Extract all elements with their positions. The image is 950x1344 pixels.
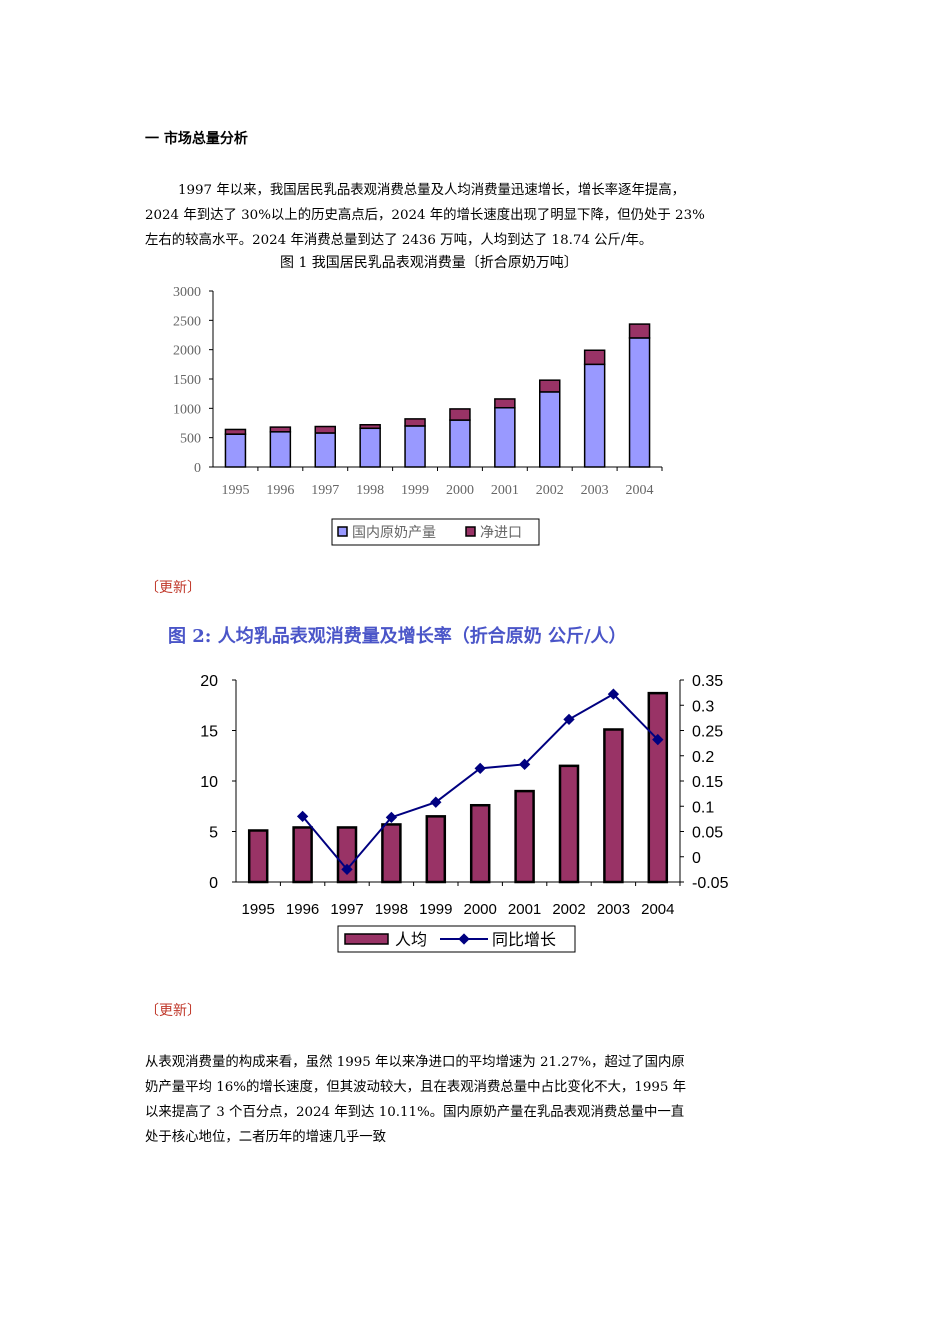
y-tick-label: 3000 <box>173 285 201 300</box>
per-capita-bar <box>381 823 402 884</box>
right-y-tick-label: 0.35 <box>692 673 723 690</box>
x-tick-label: 1999 <box>419 901 452 918</box>
y-tick-label: 1500 <box>173 373 201 388</box>
net-import-bar <box>628 323 651 339</box>
growth-point <box>430 796 442 808</box>
x-tick-label: 1996 <box>266 483 294 498</box>
per-capita-bar <box>469 803 491 884</box>
net-import-bar <box>404 418 426 427</box>
per-capita-bar <box>647 691 669 884</box>
net-import-bar <box>449 408 471 421</box>
legend-label: 人均 <box>395 931 427 949</box>
x-tick-label: 2001 <box>508 901 541 918</box>
left-y-tick-label: 0 <box>209 875 218 892</box>
legend-swatch-marker <box>458 933 470 945</box>
x-tick-label: 2003 <box>581 483 609 498</box>
per-capita-bar <box>514 789 535 884</box>
section-heading: 一 市场总量分析 <box>145 131 248 147</box>
net-import-bar <box>539 379 561 393</box>
legend-swatch <box>465 526 476 537</box>
x-tick-label: 1995 <box>242 901 275 918</box>
paragraph2-line: 以来提高了 3 个百分点，2024 年到达 10.11%。国内原奶产量在乳品表观… <box>145 1105 685 1120</box>
y-tick-label: 2500 <box>173 314 201 329</box>
x-tick-label: 2000 <box>446 483 474 498</box>
right-y-tick-label: -0.05 <box>692 875 729 892</box>
x-tick-label: 1998 <box>356 483 384 498</box>
paragraph1-line: 1997 年以来，我国居民乳品表观消费总量及人均消费量迅速增长，增长率逐年提高， <box>178 183 686 198</box>
x-tick-label: 1995 <box>221 483 249 498</box>
growth-point <box>341 863 353 876</box>
x-tick-label: 2000 <box>464 901 497 918</box>
legend-swatch-bar <box>344 933 389 945</box>
right-y-tick-label: 0.2 <box>692 749 714 766</box>
x-tick-label: 1999 <box>401 483 429 498</box>
paragraph2-line: 处于核心地位，二者历年的增速几乎一致 <box>145 1130 387 1145</box>
y-tick-label: 500 <box>180 432 201 447</box>
net-import-bar <box>494 398 516 409</box>
figure1-caption: 图 1 我国居民乳品表观消费量〔折合原奶万吨〕 <box>280 255 578 271</box>
right-y-tick-label: 0 <box>692 850 701 867</box>
x-tick-label: 2004 <box>641 901 674 918</box>
paragraph1-line: 左右的较高水平。2024 年消费总量到达了 2436 万吨，人均到达了 18.7… <box>145 233 653 248</box>
y-tick-label: 1000 <box>173 402 201 417</box>
legend-label: 同比增长 <box>492 931 556 949</box>
net-import-bar <box>583 349 606 366</box>
left-y-tick-label: 20 <box>200 673 218 690</box>
left-y-tick-label: 5 <box>209 825 218 842</box>
growth-point <box>518 758 531 770</box>
x-tick-label: 2004 <box>626 483 654 498</box>
update-label[interactable]: 〔更新〕 <box>145 580 201 596</box>
net-import-bar <box>359 424 381 430</box>
right-y-tick-label: 0.3 <box>692 698 714 715</box>
right-y-tick-label: 0.25 <box>692 724 723 741</box>
per-capita-bar <box>603 728 624 884</box>
legend-label: 净进口 <box>480 525 522 541</box>
y-tick-label: 2000 <box>173 344 201 359</box>
x-tick-label: 1997 <box>330 901 363 918</box>
x-tick-label: 1997 <box>311 483 339 498</box>
growth-point <box>385 811 398 824</box>
growth-point <box>296 810 309 823</box>
paragraph1-line: 2024 年到达了 30%以上的历史高点后，2024 年的增长速度出现了明显下降… <box>145 208 705 223</box>
per-capita-bar <box>558 764 580 884</box>
growth-point <box>607 688 620 700</box>
paragraph2-line: 从表观消费量的构成来看，虽然 1995 年以来净进口的平均增速为 21.27%，… <box>145 1055 685 1070</box>
per-capita-bar <box>247 829 269 884</box>
legend-box <box>331 518 540 546</box>
update-label[interactable]: 〔更新〕 <box>145 1003 201 1019</box>
legend-swatch <box>337 526 348 537</box>
x-tick-label: 2002 <box>552 901 585 918</box>
per-capita-bar <box>425 815 447 884</box>
net-import-bar <box>314 425 336 434</box>
figure2-title: 图 2: 人均乳品表观消费量及增长率（折合原奶 公斤/人） <box>168 625 627 647</box>
x-tick-label: 2001 <box>491 483 519 498</box>
right-y-tick-label: 0.1 <box>692 799 714 816</box>
left-y-tick-label: 15 <box>200 724 218 741</box>
x-tick-label: 2003 <box>597 901 630 918</box>
y-tick-label: 0 <box>194 461 201 476</box>
growth-point <box>474 762 486 775</box>
right-y-tick-label: 0.15 <box>692 774 723 791</box>
x-tick-label: 1996 <box>286 901 319 918</box>
net-import-bar <box>269 426 292 433</box>
net-import-bar <box>224 428 247 435</box>
paragraph2-line: 奶产量平均 16%的增长速度，但其波动较大，且在表观消费总量中占比变化不大，19… <box>145 1080 687 1095</box>
x-tick-label: 1998 <box>375 901 408 918</box>
legend-label: 国内原奶产量 <box>352 525 436 541</box>
per-capita-bar <box>292 826 313 884</box>
left-y-tick-label: 10 <box>200 774 218 791</box>
right-y-tick-label: 0.05 <box>692 825 723 842</box>
growth-point <box>652 733 664 746</box>
growth-point <box>563 713 575 726</box>
x-tick-label: 2002 <box>536 483 564 498</box>
